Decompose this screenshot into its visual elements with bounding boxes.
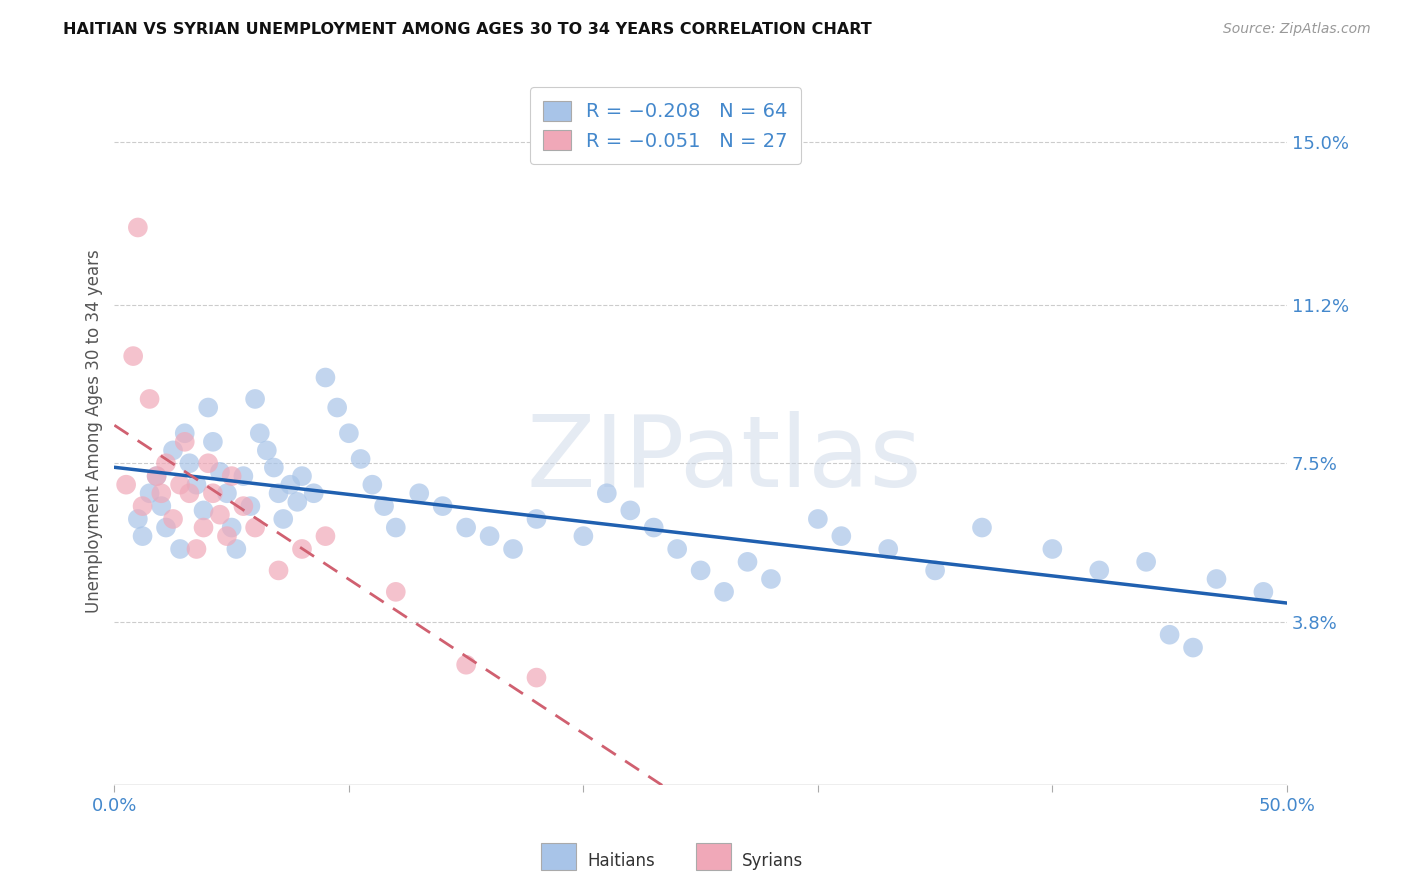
Point	[643, 520, 665, 534]
Point	[225, 541, 247, 556]
Point	[197, 401, 219, 415]
Point	[179, 456, 201, 470]
Legend: R = −0.208   N = 64, R = −0.051   N = 27: R = −0.208 N = 64, R = −0.051 N = 27	[530, 87, 801, 164]
Point	[456, 520, 478, 534]
Point	[596, 486, 619, 500]
Text: Haitians: Haitians	[588, 852, 655, 870]
Y-axis label: Unemployment Among Ages 30 to 34 years: Unemployment Among Ages 30 to 34 years	[86, 249, 103, 613]
Point	[197, 456, 219, 470]
Point	[145, 469, 167, 483]
Point	[1135, 555, 1157, 569]
Point	[169, 477, 191, 491]
Point	[285, 495, 308, 509]
Point	[201, 434, 224, 449]
Point	[162, 512, 184, 526]
Point	[1205, 572, 1227, 586]
Point	[127, 512, 149, 526]
Point	[215, 529, 238, 543]
Point	[314, 529, 336, 543]
Point	[478, 529, 501, 543]
Point	[138, 486, 160, 500]
Point	[155, 520, 177, 534]
Point	[179, 486, 201, 500]
Point	[302, 486, 325, 500]
Point	[666, 541, 689, 556]
Point	[145, 469, 167, 483]
Point	[1040, 541, 1063, 556]
Point	[122, 349, 145, 363]
Point	[361, 477, 384, 491]
Point	[162, 443, 184, 458]
Point	[215, 486, 238, 500]
Text: Source: ZipAtlas.com: Source: ZipAtlas.com	[1223, 22, 1371, 37]
Point	[291, 541, 314, 556]
Point	[572, 529, 595, 543]
Point	[150, 499, 173, 513]
Text: HAITIAN VS SYRIAN UNEMPLOYMENT AMONG AGES 30 TO 34 YEARS CORRELATION CHART: HAITIAN VS SYRIAN UNEMPLOYMENT AMONG AGE…	[63, 22, 872, 37]
Point	[877, 541, 900, 556]
Point	[408, 486, 430, 500]
Point	[830, 529, 852, 543]
Point	[208, 465, 231, 479]
Point	[243, 392, 266, 406]
Point	[278, 477, 301, 491]
Point	[115, 477, 138, 491]
Point	[526, 671, 548, 685]
Point	[1253, 585, 1275, 599]
Point	[385, 520, 408, 534]
Point	[1088, 563, 1111, 577]
Point	[243, 520, 266, 534]
Point	[713, 585, 735, 599]
Point	[169, 541, 191, 556]
Point	[256, 443, 278, 458]
Point	[267, 486, 290, 500]
Point	[150, 486, 173, 500]
Point	[737, 555, 759, 569]
Point	[807, 512, 830, 526]
Point	[456, 657, 478, 672]
Point	[221, 520, 243, 534]
Point	[155, 456, 177, 470]
Point	[526, 512, 548, 526]
Point	[385, 585, 408, 599]
Point	[1182, 640, 1205, 655]
Point	[326, 401, 349, 415]
Point	[186, 541, 208, 556]
Point	[232, 469, 254, 483]
Point	[337, 426, 360, 441]
Point	[131, 529, 153, 543]
Point	[173, 434, 195, 449]
Point	[249, 426, 271, 441]
Point	[689, 563, 711, 577]
Point	[349, 452, 371, 467]
Point	[314, 370, 336, 384]
Point	[432, 499, 454, 513]
Point	[232, 499, 254, 513]
Text: ZIPatlas: ZIPatlas	[526, 411, 922, 508]
Text: Syrians: Syrians	[742, 852, 804, 870]
Point	[193, 520, 215, 534]
Point	[291, 469, 314, 483]
Point	[502, 541, 524, 556]
Point	[970, 520, 993, 534]
Point	[239, 499, 262, 513]
Point	[221, 469, 243, 483]
Point	[193, 503, 215, 517]
Point	[263, 460, 285, 475]
Point	[186, 477, 208, 491]
Point	[208, 508, 231, 522]
Point	[267, 563, 290, 577]
Point	[924, 563, 946, 577]
Point	[1159, 628, 1181, 642]
Point	[373, 499, 395, 513]
Point	[271, 512, 294, 526]
Point	[173, 426, 195, 441]
Point	[131, 499, 153, 513]
Point	[759, 572, 782, 586]
Point	[619, 503, 641, 517]
Point	[201, 486, 224, 500]
Point	[127, 220, 149, 235]
Point	[138, 392, 160, 406]
